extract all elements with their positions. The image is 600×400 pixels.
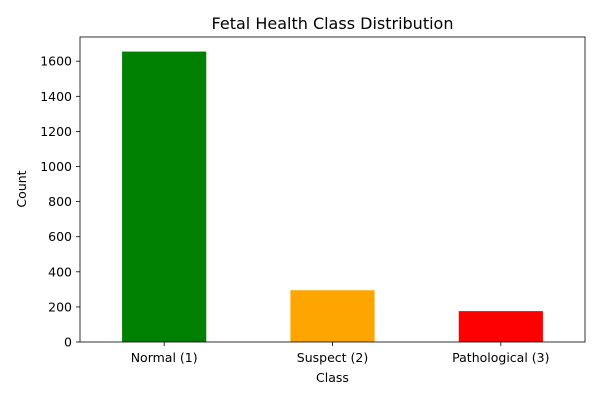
x-tick-label-3: Pathological (3) <box>452 350 549 365</box>
x-axis-label: Class <box>316 370 349 385</box>
bar-3 <box>458 311 543 342</box>
bar-1 <box>122 51 207 343</box>
x-tick-label-2: Suspect (2) <box>297 350 368 365</box>
chart-title: Fetal Health Class Distribution <box>212 14 454 33</box>
y-tick-label-9: 1600 <box>40 54 72 69</box>
y-tick-label-5: 800 <box>48 194 72 209</box>
y-tick-label-7: 1200 <box>40 124 72 139</box>
y-axis-label: Count <box>14 170 29 207</box>
bar-2 <box>290 290 375 342</box>
y-tick-label-1: 0 <box>64 335 72 350</box>
y-tick-label-8: 1400 <box>40 89 72 104</box>
y-tick-label-4: 600 <box>48 229 72 244</box>
y-tick-label-3: 400 <box>48 264 72 279</box>
y-tick-label-2: 200 <box>48 299 72 314</box>
x-tick-label-1: Normal (1) <box>131 350 198 365</box>
plot-area: Normal (1) Suspect (2) Pathological (3) 0 20… <box>40 36 586 365</box>
axes-frame <box>79 36 586 343</box>
y-tick-label-6: 1000 <box>40 159 72 174</box>
